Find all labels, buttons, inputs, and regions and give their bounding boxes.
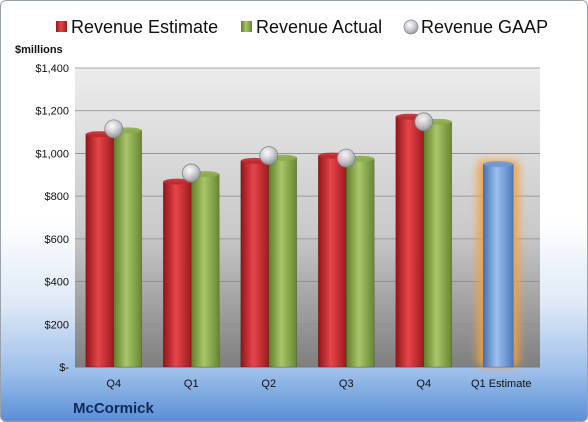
x-tick-label: Q4 [106, 378, 121, 390]
legend-swatch-revenue-estimate [56, 21, 67, 32]
y-unit-label: $millions [15, 44, 63, 56]
y-tick-label: $200 [45, 319, 69, 331]
x-tick-label: Q4 [416, 378, 431, 390]
x-tick-label: Q3 [339, 378, 354, 390]
y-tick-label: $800 [45, 191, 69, 203]
company-name: McCormick [73, 400, 155, 417]
bar-top-cap [163, 178, 192, 185]
legend-label-revenue-gaap: Revenue GAAP [421, 17, 548, 37]
bar-revenue-estimate [395, 116, 425, 368]
marker-revenue-gaap [414, 112, 434, 132]
plot-area [75, 68, 540, 367]
y-tick-label: $600 [45, 234, 69, 246]
marker-revenue-gaap [104, 119, 124, 139]
y-tick-label: $1,200 [35, 106, 69, 118]
y-tick-label: $1,000 [35, 148, 69, 160]
bar-revenue-actual [345, 158, 375, 368]
bar-revenue-actual [190, 173, 220, 368]
bar-revenue-estimate [85, 133, 115, 368]
x-tick-labels: Q4 Q1 Q2 Q3 Q4 Q1 Estimate [106, 378, 531, 390]
marker-revenue-gaap [181, 163, 201, 183]
bar-revenue-estimate [240, 160, 270, 368]
bar-q1-estimate [482, 163, 514, 368]
y-tick-label: $400 [45, 277, 69, 289]
legend-marker-revenue-gaap [403, 19, 419, 35]
legend: Revenue Estimate Revenue Actual Revenue … [56, 17, 548, 37]
y-tick-labels: $- $200 $400 $600 $800 $1,000 $1,200 $1,400 [35, 63, 69, 374]
bars-layer [85, 113, 520, 368]
marker-revenue-gaap [336, 148, 356, 168]
legend-label-revenue-actual: Revenue Actual [256, 17, 382, 37]
legend-label-revenue-estimate: Revenue Estimate [71, 17, 218, 37]
y-tick-label: $1,400 [35, 63, 69, 75]
legend-swatch-revenue-actual [241, 21, 252, 32]
bar-revenue-actual [423, 121, 453, 368]
bar-revenue-estimate [317, 155, 347, 368]
bar-revenue-actual [113, 130, 143, 368]
y-tick-label: $- [59, 362, 69, 374]
bar-revenue-estimate [162, 181, 192, 368]
x-tick-label: Q1 [184, 378, 199, 390]
markers-layer [104, 112, 434, 183]
marker-revenue-gaap [259, 146, 279, 165]
bar-revenue-actual [268, 157, 298, 368]
x-tick-label: Q2 [261, 378, 276, 390]
bar-top-cap [483, 161, 514, 168]
gridlines [75, 67, 540, 368]
x-tick-label: Q1 Estimate [471, 378, 532, 390]
